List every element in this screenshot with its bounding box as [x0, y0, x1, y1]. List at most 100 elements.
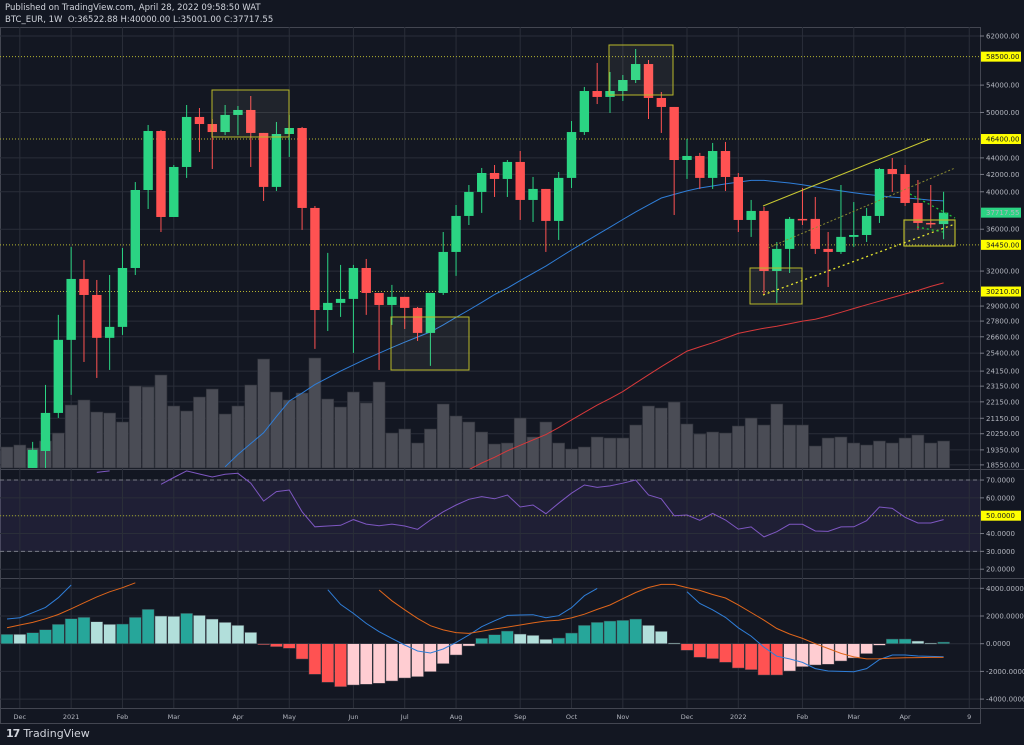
- volume-bar: [398, 428, 412, 469]
- candle[interactable]: [181, 105, 192, 178]
- candle[interactable]: [605, 71, 615, 113]
- volume-bar: [924, 442, 938, 469]
- highlight-box[interactable]: [211, 89, 290, 138]
- candle[interactable]: [477, 167, 487, 213]
- candle[interactable]: [502, 159, 513, 197]
- candle-body: [502, 161, 513, 179]
- candle[interactable]: [400, 296, 410, 329]
- candle[interactable]: [579, 86, 590, 135]
- macd-histogram-bar: [886, 638, 899, 644]
- candle-body: [40, 412, 51, 451]
- candle[interactable]: [104, 274, 115, 370]
- candle[interactable]: [438, 231, 448, 295]
- support-trendline[interactable]: [762, 223, 956, 296]
- candle[interactable]: [194, 108, 205, 152]
- candle[interactable]: [900, 164, 910, 206]
- candle[interactable]: [451, 204, 461, 276]
- candle[interactable]: [618, 74, 628, 101]
- candle[interactable]: [913, 179, 923, 230]
- candle[interactable]: [169, 164, 179, 217]
- channel-mid-trendline[interactable]: [767, 167, 956, 249]
- price-axis[interactable]: 62000.00 54000.00 50000.00 44000.00 42000.00…: [980, 33, 1024, 704]
- candle[interactable]: [566, 121, 577, 188]
- candle[interactable]: [759, 206, 769, 295]
- highlight-box[interactable]: [608, 44, 674, 96]
- macd-histogram-bar: [231, 625, 245, 644]
- candle[interactable]: [836, 184, 846, 254]
- green-dotted-trendline[interactable]: [909, 193, 956, 219]
- candle[interactable]: [849, 202, 859, 247]
- volume-bar: [475, 431, 489, 469]
- macd-signal-line: [6, 582, 944, 660]
- candle[interactable]: [156, 129, 166, 232]
- candle[interactable]: [682, 138, 692, 179]
- candle[interactable]: [630, 49, 641, 84]
- candle[interactable]: [553, 171, 564, 240]
- candle[interactable]: [887, 157, 897, 192]
- candle[interactable]: [323, 252, 333, 331]
- candle[interactable]: [528, 176, 538, 222]
- candle-body: [438, 251, 448, 293]
- candle[interactable]: [271, 121, 282, 191]
- candle[interactable]: [926, 184, 936, 228]
- candle[interactable]: [464, 184, 474, 225]
- candle[interactable]: [92, 279, 102, 378]
- candle-body: [746, 210, 756, 220]
- channel-upper-trendline[interactable]: [762, 138, 931, 207]
- candle[interactable]: [823, 231, 833, 287]
- candle[interactable]: [348, 264, 359, 353]
- macd-histogram-bar: [116, 623, 129, 644]
- level-price-label-badge: [981, 286, 1021, 297]
- candle[interactable]: [117, 247, 128, 335]
- candle[interactable]: [53, 314, 64, 418]
- candle[interactable]: [810, 196, 820, 254]
- candle[interactable]: [387, 284, 397, 325]
- candle[interactable]: [335, 264, 346, 317]
- macd-histogram-bar: [462, 643, 476, 647]
- candle[interactable]: [40, 384, 51, 468]
- candle[interactable]: [720, 141, 731, 191]
- candle[interactable]: [297, 126, 307, 230]
- candle[interactable]: [425, 292, 436, 366]
- highlight-box[interactable]: [390, 316, 470, 371]
- candle[interactable]: [412, 306, 423, 341]
- candle-body: [810, 218, 820, 249]
- candle[interactable]: [27, 441, 38, 468]
- candle[interactable]: [643, 60, 654, 119]
- candle[interactable]: [874, 167, 885, 223]
- candle[interactable]: [695, 152, 705, 189]
- volume-bar: [347, 391, 360, 469]
- candle[interactable]: [258, 132, 269, 201]
- candle[interactable]: [79, 259, 89, 362]
- highlight-box[interactable]: [749, 267, 803, 305]
- candle[interactable]: [374, 292, 384, 370]
- candle[interactable]: [707, 142, 718, 189]
- candle[interactable]: [733, 172, 744, 232]
- macd-histogram-bar: [732, 643, 745, 669]
- candle[interactable]: [489, 164, 500, 197]
- candle[interactable]: [143, 124, 153, 209]
- drawings[interactable]: [211, 44, 956, 371]
- candle[interactable]: [592, 62, 602, 105]
- candle[interactable]: [669, 106, 679, 215]
- candle[interactable]: [361, 258, 371, 315]
- candle[interactable]: [310, 205, 320, 349]
- candle[interactable]: [784, 216, 795, 273]
- highlight-box[interactable]: [903, 219, 956, 247]
- time-axis[interactable]: Dec 2021 Feb Mar Apr May Jun Jul Aug Sep Oct Nov Dec…: [14, 713, 972, 721]
- candle[interactable]: [861, 207, 872, 242]
- candle-body: [412, 307, 423, 333]
- candle[interactable]: [246, 95, 256, 167]
- candle[interactable]: [130, 182, 140, 275]
- candle[interactable]: [938, 191, 949, 240]
- candle[interactable]: [656, 92, 667, 133]
- candle[interactable]: [220, 105, 230, 135]
- candle[interactable]: [515, 151, 525, 220]
- candle[interactable]: [772, 241, 782, 303]
- candle[interactable]: [797, 187, 808, 225]
- candle[interactable]: [746, 199, 756, 237]
- candle[interactable]: [233, 105, 243, 135]
- candle[interactable]: [541, 188, 551, 252]
- candle[interactable]: [66, 246, 76, 395]
